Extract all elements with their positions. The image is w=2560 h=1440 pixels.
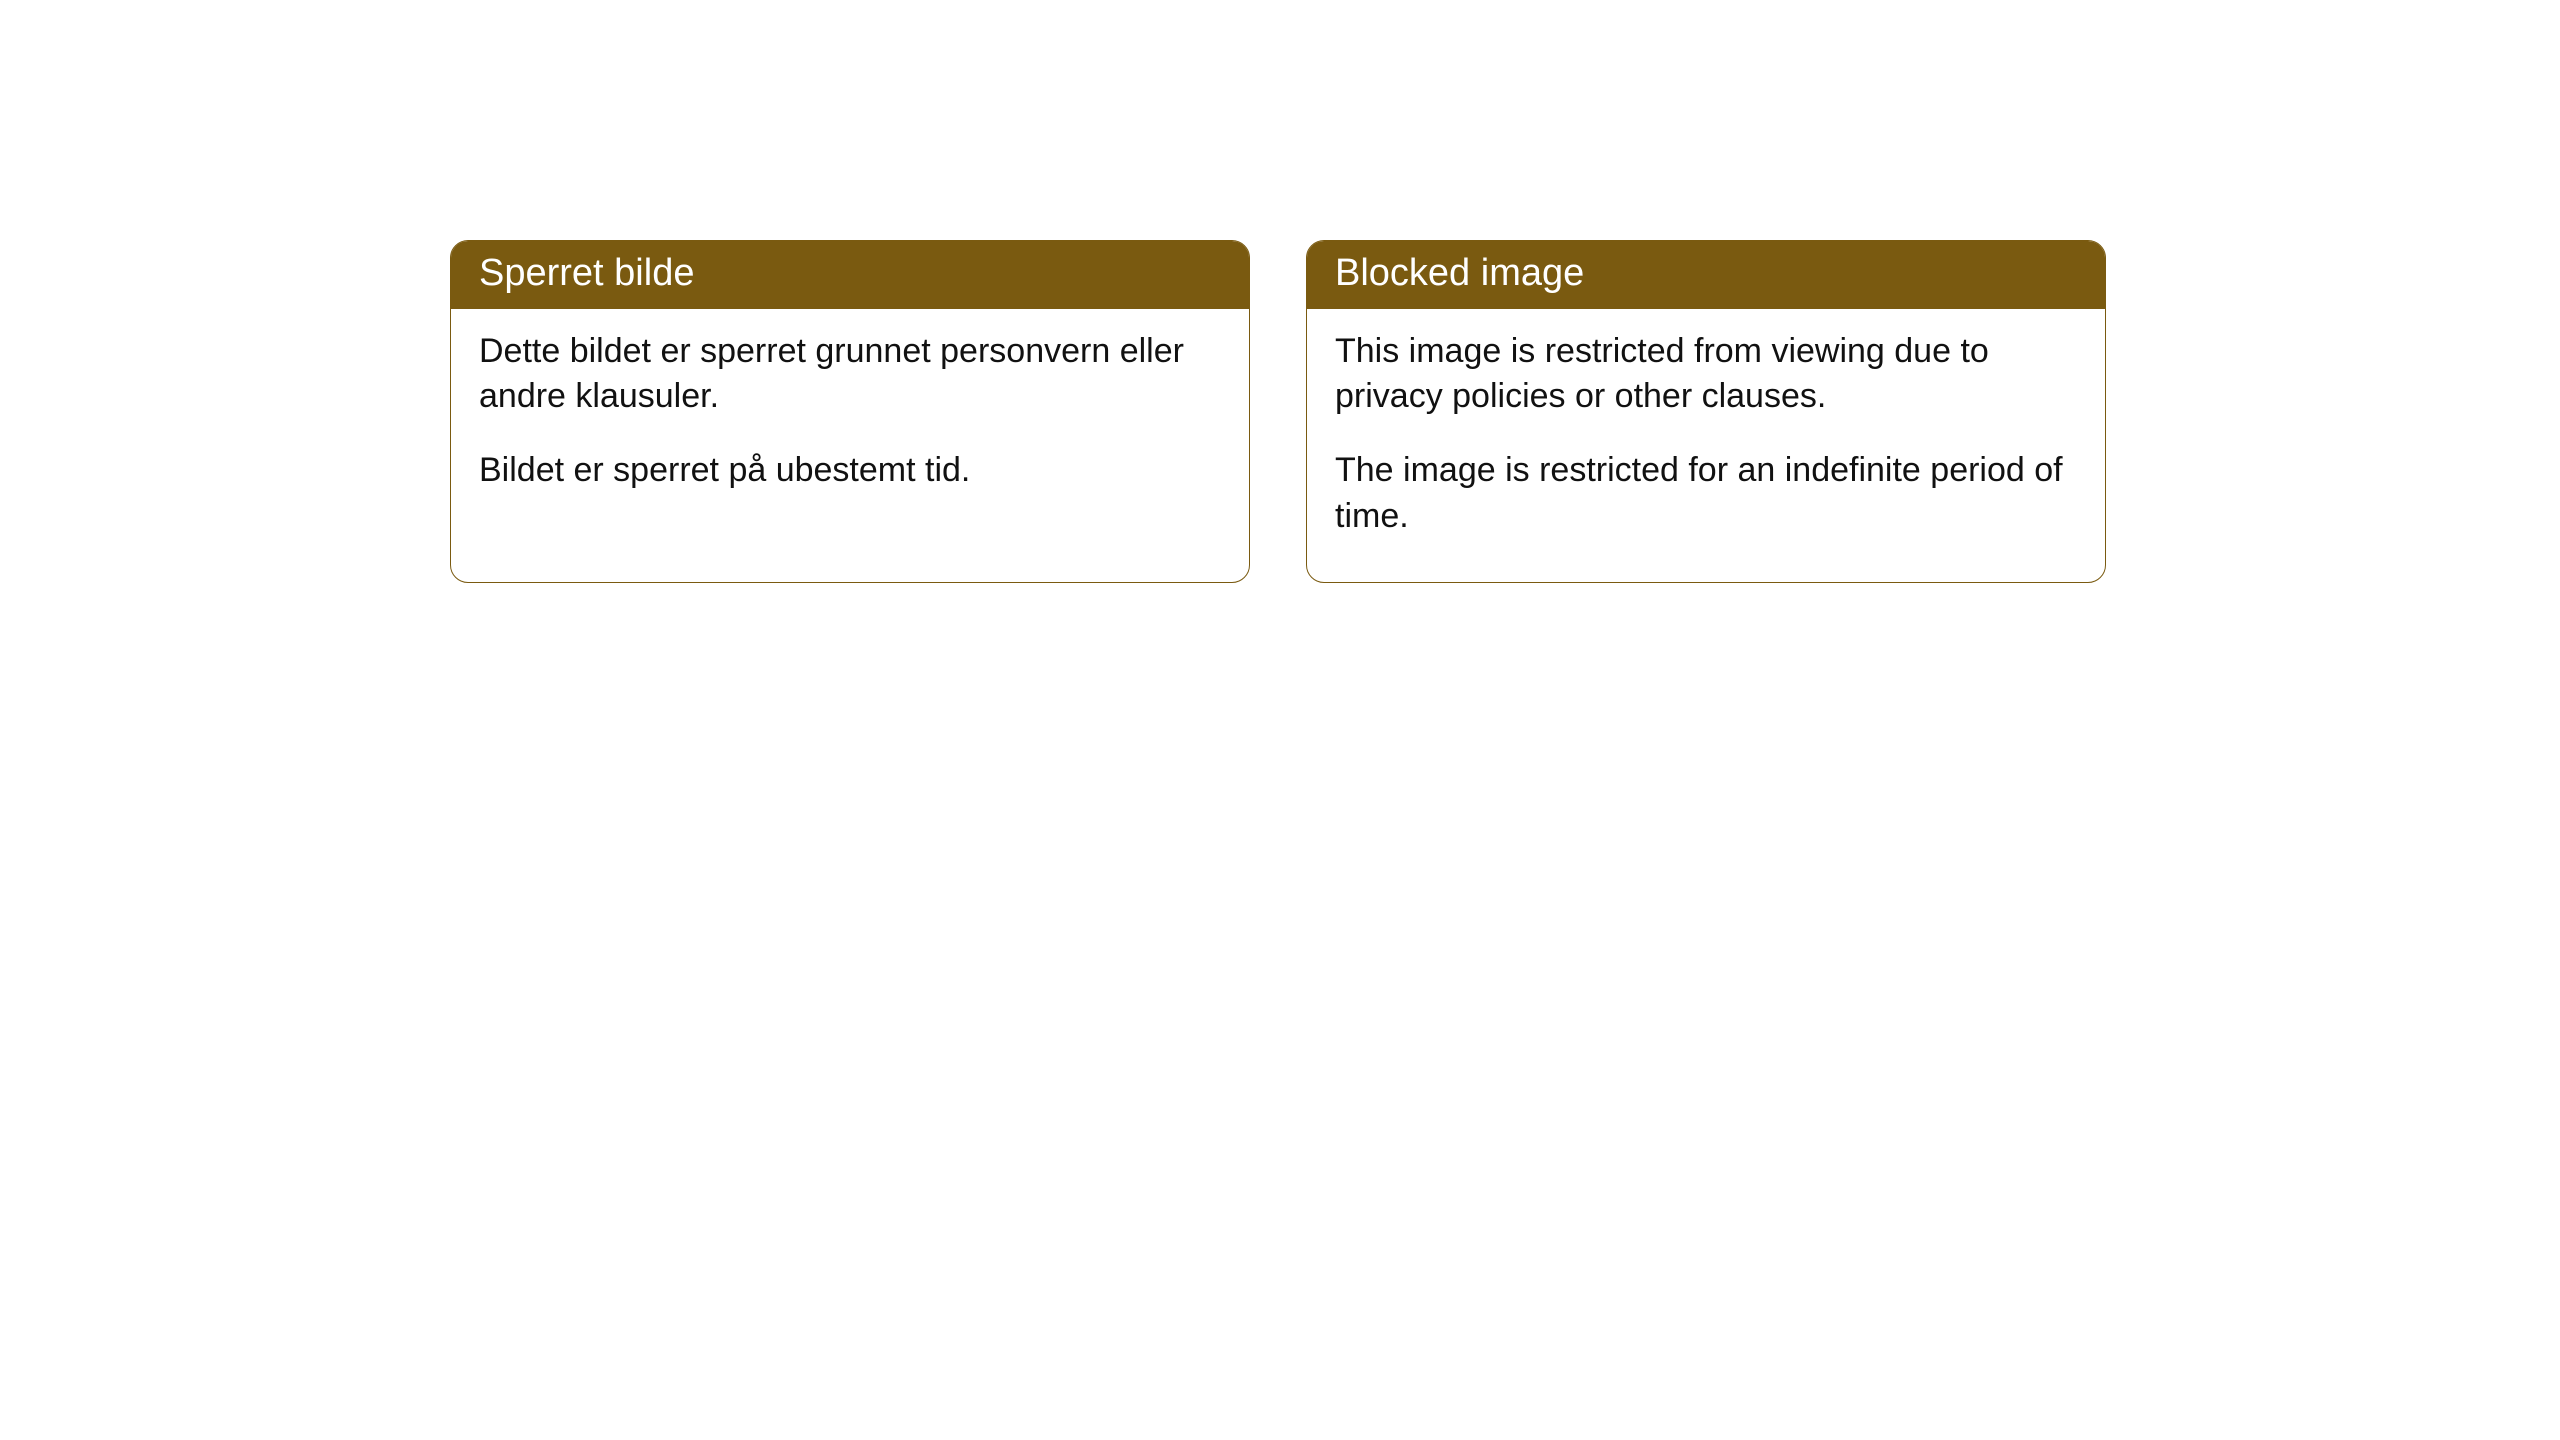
card-paragraph-2-norwegian: Bildet er sperret på ubestemt tid. [479,448,1221,494]
card-body-norwegian: Dette bildet er sperret grunnet personve… [451,309,1249,537]
card-norwegian: Sperret bilde Dette bildet er sperret gr… [450,240,1250,583]
card-header-english: Blocked image [1307,241,2105,309]
card-english: Blocked image This image is restricted f… [1306,240,2106,583]
card-paragraph-1-norwegian: Dette bildet er sperret grunnet personve… [479,329,1221,421]
cards-row: Sperret bilde Dette bildet er sperret gr… [450,240,2560,583]
card-paragraph-1-english: This image is restricted from viewing du… [1335,329,2077,421]
card-body-english: This image is restricted from viewing du… [1307,309,2105,583]
card-paragraph-2-english: The image is restricted for an indefinit… [1335,448,2077,540]
card-header-norwegian: Sperret bilde [451,241,1249,309]
